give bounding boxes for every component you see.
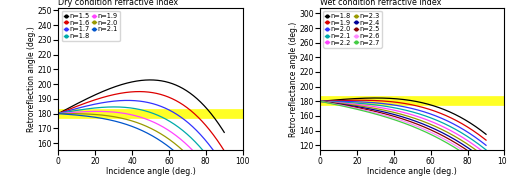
Y-axis label: Retro-reflectance angle (deg.): Retro-reflectance angle (deg.): [289, 21, 298, 137]
Y-axis label: Retroreflection angle (deg.): Retroreflection angle (deg.): [27, 26, 36, 132]
X-axis label: Incidence angle (deg.): Incidence angle (deg.): [105, 167, 195, 176]
Text: Wet condition refractive index: Wet condition refractive index: [320, 0, 442, 7]
Legend: n=1.8, n=1.9, n=2.0, n=2.1, n=2.2, n=2.3, n=2.4, n=2.5, n=2.6, n=2.7: n=1.8, n=1.9, n=2.0, n=2.1, n=2.2, n=2.3…: [323, 11, 382, 48]
Text: Dry condition refractive index: Dry condition refractive index: [58, 0, 178, 7]
Legend: n=1.5, n=1.6, n=1.7, n=1.8, n=1.9, n=2.0, n=2.1, : n=1.5, n=1.6, n=1.7, n=1.8, n=1.9, n=2.0…: [62, 11, 120, 41]
X-axis label: Incidence angle (deg.): Incidence angle (deg.): [368, 167, 457, 176]
